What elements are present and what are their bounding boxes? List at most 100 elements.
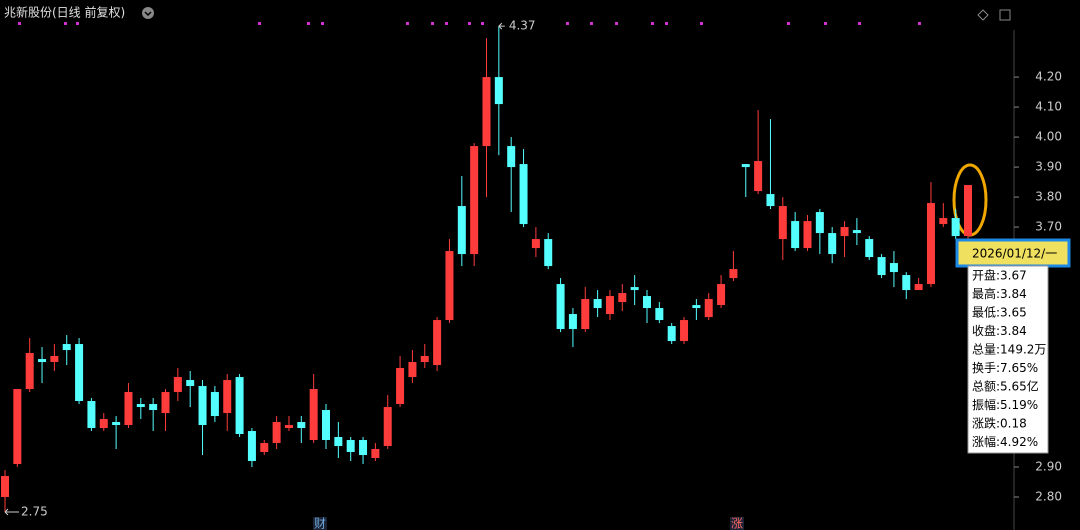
candle-body: [359, 440, 368, 456]
tooltip-row: 振幅:5.19%: [972, 397, 1038, 412]
y-tick-label: 4.00: [1035, 130, 1062, 144]
candle-body: [815, 212, 824, 234]
candle-body: [247, 431, 256, 462]
candle-body: [964, 185, 972, 237]
event-marker: 财: [314, 517, 326, 530]
candle-body: [223, 380, 232, 414]
candle-body: [149, 404, 158, 411]
diamond-icon[interactable]: [977, 9, 989, 21]
candle-body: [322, 410, 330, 441]
candle-body: [741, 164, 750, 168]
candle-body: [13, 389, 22, 465]
tooltip-row: 开盘:3.67: [972, 268, 1027, 283]
event-marker: 涨: [731, 516, 743, 530]
candle-body: [309, 389, 318, 441]
candle-body: [433, 320, 442, 366]
event-dots: [18, 22, 921, 25]
candle-body: [568, 314, 577, 330]
candle-body: [507, 146, 516, 168]
candle-body: [112, 422, 121, 426]
event-marker-box: [313, 517, 327, 530]
candle-body: [914, 284, 923, 291]
candle-body: [618, 293, 627, 303]
date-box: [955, 238, 1071, 268]
candle-body: [494, 77, 503, 105]
candle-body: [62, 344, 71, 351]
candle-body: [408, 362, 417, 378]
annotation-arrow: [498, 22, 505, 30]
candle-body: [704, 299, 713, 318]
plot-area: [1, 26, 972, 513]
candle-body: [346, 440, 355, 453]
candle-body: [1, 476, 9, 498]
candle-body: [655, 308, 664, 321]
tooltip-row: 收盘:3.84: [972, 323, 1027, 338]
candle-body: [852, 230, 861, 234]
candle-body: [457, 206, 466, 255]
candle-body: [124, 392, 133, 426]
tooltip-date: 2026/01/12/一: [972, 247, 1057, 261]
annotation-arrow: [4, 508, 19, 516]
title-menu-icon[interactable]: [142, 7, 154, 19]
candle-body: [778, 206, 787, 240]
candle-body: [383, 407, 392, 447]
candle-body: [445, 251, 454, 321]
candle-body: [75, 344, 84, 402]
candle-body: [840, 227, 849, 237]
candle-body: [667, 326, 676, 342]
y-tick-label: 3.70: [1035, 220, 1062, 234]
candle-body: [87, 401, 96, 429]
candle-body: [544, 239, 553, 267]
y-tick-label: 4.10: [1035, 100, 1062, 114]
candle-body: [754, 161, 763, 192]
candle-body: [865, 239, 874, 258]
tooltip-row: 换手:7.65%: [972, 361, 1038, 375]
candle-body: [99, 419, 108, 429]
candle-body: [803, 221, 812, 249]
candle-body: [38, 359, 47, 363]
min-annotation: 2.75: [21, 505, 48, 519]
tooltip-rows: 开盘:3.67 最高:3.84 最低:3.65 收盘:3.84 总量:149.2万换手:…: [972, 268, 1046, 450]
candle-body: [50, 356, 59, 363]
candle-body: [210, 392, 219, 417]
candle-body: [556, 284, 565, 330]
chart-title: 兆新股份(日线 前复权): [4, 5, 125, 20]
max-annotation: 4.37: [509, 19, 536, 33]
candle-body: [926, 203, 935, 285]
candle-body: [828, 233, 837, 255]
y-tick-label: 2.80: [1035, 490, 1062, 504]
candle-body: [334, 437, 343, 447]
candle-body: [198, 386, 207, 426]
candle-body: [482, 77, 491, 147]
candle-body: [470, 146, 479, 255]
candle-body: [260, 443, 269, 453]
square-icon[interactable]: [999, 9, 1011, 21]
candle-body: [297, 422, 306, 429]
event-marker-box: [730, 517, 744, 530]
tooltip-row: 涨幅:4.92%: [972, 434, 1038, 449]
candle-body: [25, 353, 34, 390]
candle-body: [284, 425, 293, 429]
candle-body: [235, 377, 244, 435]
tooltip-row: 总量:149.2万: [972, 343, 1046, 357]
candle-body: [680, 320, 689, 342]
candle-body: [939, 218, 948, 225]
candle-body: [766, 194, 775, 207]
tooltip-box: [967, 265, 1049, 454]
y-tick-label: 3.80: [1035, 190, 1062, 204]
candle-body: [729, 269, 738, 279]
candle-body: [692, 305, 701, 309]
chevron: [144, 11, 152, 17]
candle-body: [951, 218, 960, 237]
y-tick-label: 3.90: [1035, 160, 1062, 174]
candle-body: [643, 296, 651, 309]
candle-body: [791, 221, 800, 249]
candle-body: [186, 380, 195, 387]
candle-body: [371, 449, 380, 459]
candle-body: [902, 275, 911, 291]
tooltip-row: 最高:3.84: [972, 286, 1027, 301]
tooltip-row: 涨跌:0.18: [972, 416, 1027, 431]
candle-body: [877, 257, 886, 276]
candle-body: [593, 299, 602, 309]
candle-body: [420, 356, 429, 363]
